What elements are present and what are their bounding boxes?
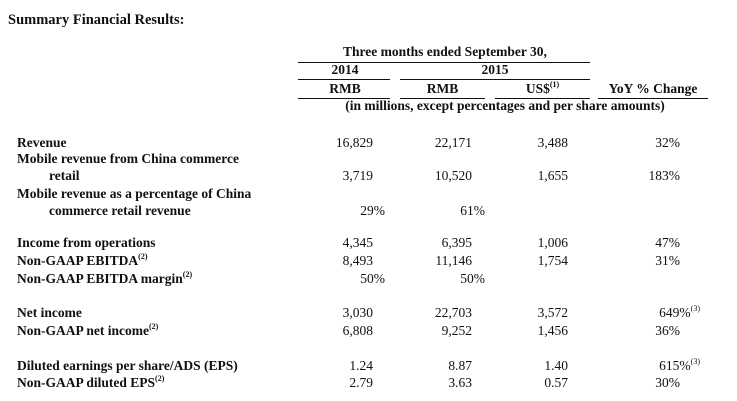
yoy-text: 32% — [655, 135, 680, 150]
row-label-text: Revenue — [17, 135, 67, 150]
units-note: (in millions, except percentages and per… — [345, 98, 665, 113]
row-label: Non-GAAP EBITDA(2) — [17, 253, 147, 269]
value-pct-2015: 61% — [460, 203, 485, 218]
yoy-text: 615% — [659, 358, 691, 373]
value-yoy: 32% — [598, 135, 680, 151]
col-usd-2015: US$(1) — [495, 81, 590, 97]
value-rmb-2014: 1.24 — [349, 358, 373, 373]
value-yoy: 31% — [598, 253, 680, 269]
value-rmb-2015: 22,703 — [434, 305, 472, 320]
row-label-text: Diluted earnings per share/ADS (EPS) — [17, 358, 238, 373]
row-label: Mobile revenue as a percentage of China — [17, 186, 251, 202]
period-header: Three months ended September 30, — [343, 44, 547, 59]
value-pct-2014: 29% — [360, 203, 385, 218]
value-usd-2015: 1,006 — [537, 235, 568, 250]
year-2014-header: 2014 — [331, 62, 359, 77]
rmb-2014-underline — [298, 98, 390, 99]
value-yoy: 183% — [598, 168, 681, 184]
value-rmb-2014: 4,345 — [342, 235, 373, 250]
value-usd-2015: 1,754 — [537, 253, 568, 268]
footnote-ref: (2) — [138, 252, 148, 261]
col-usd-footnote: (1) — [549, 80, 560, 89]
row-label-text: Non-GAAP EBITDA — [17, 253, 139, 268]
row-label: Non-GAAP EBITDA margin(2) — [17, 271, 192, 287]
row-label-text: Non-GAAP EBITDA margin — [17, 271, 183, 286]
col-rmb-2015: RMB — [426, 81, 459, 96]
value-pct-2015: 50% — [460, 271, 485, 286]
col-rmb-2014: RMB — [329, 81, 361, 96]
value-rmb-2014: 2.79 — [349, 375, 373, 390]
value-rmb-2015: 3.63 — [448, 375, 472, 390]
value-rmb-2014: 3,719 — [342, 168, 373, 183]
yoy-text: 47% — [655, 235, 680, 250]
footnote-ref: (2) — [149, 322, 159, 331]
yoy-text: 183% — [648, 168, 681, 183]
value-yoy: 30% — [598, 375, 680, 391]
value-usd-2015: 0.57 — [544, 375, 568, 390]
col-yoy: YoY % Change — [608, 81, 698, 96]
row-label: Non-GAAP net income(2) — [17, 323, 158, 339]
row-label-text: Income from operations — [17, 235, 156, 250]
col-usd-label: US$ — [525, 81, 550, 96]
value-rmb-2014: 8,493 — [342, 253, 373, 268]
row-label-text: Mobile revenue as a percentage of China — [17, 186, 252, 201]
footnote-ref: (3) — [690, 304, 700, 313]
row-label: Mobile revenue from China commerce — [17, 151, 239, 167]
year-2015-header: 2015 — [481, 62, 509, 77]
value-yoy: 47% — [598, 235, 680, 251]
row-label-text: Non-GAAP diluted EPS — [17, 375, 156, 390]
value-rmb-2015: 22,171 — [434, 135, 472, 150]
row-label: Diluted earnings per share/ADS (EPS) — [17, 358, 238, 374]
value-rmb-2015: 11,146 — [435, 253, 472, 268]
row-label: Revenue — [17, 135, 67, 151]
value-rmb-2015: 6,395 — [441, 235, 472, 250]
row-label: Net income — [17, 305, 82, 321]
value-usd-2015: 1,655 — [537, 168, 568, 183]
row-label-continuation: commerce retail revenue — [49, 203, 191, 218]
value-rmb-2015: 9,252 — [441, 323, 472, 338]
year-2015-underline — [400, 79, 590, 80]
value-rmb-2014: 16,829 — [335, 135, 373, 150]
row-label-text: Mobile revenue from China commerce — [17, 151, 239, 166]
footnote-ref: (2) — [155, 374, 165, 383]
value-yoy: 36% — [598, 323, 680, 339]
value-yoy: 615%(3) — [598, 358, 700, 374]
yoy-text: 649% — [659, 305, 691, 320]
footnote-ref: (3) — [690, 357, 700, 366]
row-label-text: Non-GAAP net income — [17, 323, 149, 338]
yoy-text: 31% — [655, 253, 680, 268]
yoy-text: 30% — [655, 375, 680, 390]
year-2014-underline — [298, 79, 390, 80]
value-usd-2015: 3,488 — [537, 135, 568, 150]
value-yoy: 649%(3) — [598, 305, 700, 321]
period-underline — [298, 62, 590, 63]
value-rmb-2015: 10,520 — [434, 168, 472, 183]
section-title: Summary Financial Results: — [8, 12, 185, 28]
value-usd-2015: 3,572 — [537, 305, 568, 320]
usd-underline — [495, 98, 590, 99]
row-label: Non-GAAP diluted EPS(2) — [17, 375, 164, 391]
value-pct-2014: 50% — [360, 271, 385, 286]
value-usd-2015: 1,456 — [537, 323, 568, 338]
row-label-text: Net income — [17, 305, 82, 320]
footnote-ref: (2) — [182, 270, 193, 279]
value-rmb-2014: 6,808 — [342, 323, 373, 338]
value-rmb-2015: 8.87 — [448, 358, 472, 373]
value-usd-2015: 1.40 — [544, 358, 568, 373]
yoy-underline — [598, 98, 708, 99]
value-rmb-2014: 3,030 — [342, 305, 373, 320]
row-label: Income from operations — [17, 235, 155, 251]
rmb-2015-underline — [400, 98, 485, 99]
yoy-text: 36% — [655, 323, 680, 338]
row-label-continuation: retail — [49, 168, 80, 183]
